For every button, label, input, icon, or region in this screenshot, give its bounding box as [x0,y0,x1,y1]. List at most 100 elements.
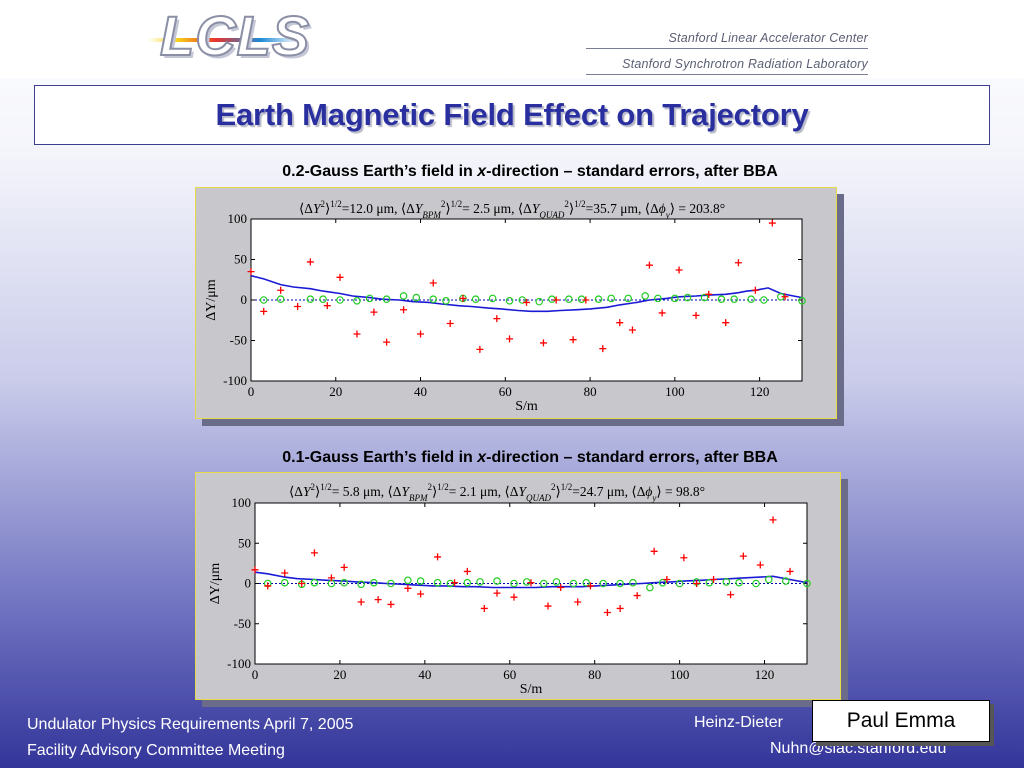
chart-2-xtick-label: 100 [670,667,690,682]
chart-1-xtick-label: 0 [248,384,255,399]
chart-1-quad-point [705,290,713,298]
stats-1-sym-phi: ϕ [659,201,666,216]
chart-1-quad-point [768,219,776,227]
chart-2-bpm-point [404,576,412,585]
stats-1-br4: ⟩ = [670,201,690,216]
chart-2-quad-point [586,582,594,590]
stats-2-pow1: 1/2 [320,482,332,492]
stats-2-pow2: 1/2 [437,482,449,492]
chart-2-quad-point [650,547,658,555]
chart-1-bpm-point [717,295,726,303]
chart-1-bpm-point [412,293,421,302]
chart-1-bpm-point [577,295,586,303]
stats-1-val-quad: 35.7 μm [593,201,638,216]
stats-2-sep1: , ⟨Δ [381,484,402,499]
stats-1-sup-quad: 2 [564,199,569,209]
chart-1-bpm-point [607,294,616,303]
stats-1-val-y: 12.0 μm [349,201,394,216]
chart-2-quad-point [510,593,518,601]
chart-1-bpm-point [624,294,633,303]
chart-1-bpm-point [518,296,527,304]
chart-1-quad-point [539,339,547,347]
chart-1-bpm-point [488,294,497,303]
chart-1-quad-point [247,268,255,276]
chart-2-ylabel: ΔY/μm [208,563,223,605]
chart-1-bpm-point [565,295,573,303]
logo-color-stripe [148,38,298,42]
stats-1-eq3: = [586,201,594,216]
chart-1-heading-post: -direction – standard errors, after BBA [486,163,778,180]
chart-1-quad-point [506,335,514,343]
chart-1-quad-point [658,309,666,317]
chart-2-xtick-label: 80 [588,667,601,682]
stats-1-sup-y: 2 [320,199,325,209]
chart-1-stats: ⟨ΔY2⟩1/2=12.0 μm, ⟨ΔYBPM2⟩1/2= 2.5 μm, ⟨… [299,199,725,220]
chart-2-ytick-label: 100 [232,495,252,510]
chart-1-quad-point [692,311,700,319]
chart-2-quad-point [710,575,718,583]
chart-2-bpm-point [552,578,561,586]
chart-2-stats: ⟨ΔY2⟩1/2= 5.8 μm, ⟨ΔYBPM2⟩1/2= 2.1 μm, ⟨… [289,482,705,503]
chart-1-quad-point [616,319,624,327]
stats-1-sep2: , ⟨Δ [511,201,532,216]
stats-2-br2: ⟩ [432,484,437,499]
chart-1-xtick-label: 80 [584,384,597,399]
chart-2-bpm-point [599,579,607,588]
stats-1-br3: ⟩ [569,201,574,216]
chart-1-bpm-point [760,296,768,304]
chart-2-quad-point [557,584,565,592]
stats-2-sym-phi: ϕ [645,484,652,499]
chart-2-quad-point [251,566,259,574]
chart-2-quad-point [663,575,671,583]
stats-2-sep2: , ⟨Δ [498,484,519,499]
chart-1-quad-point [277,286,285,294]
chart-1-quad-point [370,308,378,316]
chart-2-quad-point [633,592,641,600]
stats-1-sym-quad: Y [532,201,541,216]
chart-1-bpm-point [535,297,544,306]
stats-2-val-bpm: 2.1 μm [460,484,498,499]
chart-2-bpm-point [357,580,365,589]
footer-email: Nuhn@slac.stanford.edu [770,740,947,757]
stats-2-pow3: 1/2 [561,482,573,492]
chart-1-quad-point [751,286,759,294]
chart-2-bpm-point [752,579,760,588]
chart-2-bpm-point [370,578,378,587]
chart-2-ytick-label: -100 [227,656,251,671]
chart-2-quad-point [574,598,582,606]
chart-1-bpm-point [654,294,662,303]
chart-1-plot: ⟨ΔY2⟩1/2=12.0 μm, ⟨ΔYBPM2⟩1/2= 2.5 μm, ⟨… [204,199,806,414]
chart-1-quad-point [446,319,454,327]
chart-2-quad-point [417,590,425,598]
stats-1-sep3: , ⟨Δ [638,201,659,216]
stats-2-eq3: = [572,484,580,499]
chart-2-heading-post: -direction – standard errors, after BBA [486,449,778,466]
stats-1-val-bpm: 2.5 μm [473,201,511,216]
chart-2-quad-point [463,567,471,575]
stats-2-sup-quad: 2 [551,482,556,492]
chart-1-heading-pre: 0.2-Gauss Earth’s field in [282,163,478,180]
chart-2-heading-pre: 0.1-Gauss Earth’s field in [282,449,478,466]
chart-2-quad-point [693,580,701,587]
chart-1-quad-point [429,279,437,287]
chart-2-bpm-point [340,578,348,587]
chart-1-bpm-point [594,295,603,303]
chart-1-bpm-point [259,296,268,304]
chart-2-bpm-point [616,579,624,588]
stats-2-br3: ⟩ [556,484,561,499]
stats-2-br4: ⟩ = [656,484,676,499]
chart-2-bpm-point [781,577,790,585]
chart-1-quad-point [400,306,408,314]
chart-1-quad-point [734,259,742,267]
chart-2-quad-point [727,591,735,599]
chart-2-bpm-point [387,579,395,588]
chart-1-quad-point [523,298,530,306]
stats-1-sep1: , ⟨Δ [394,201,415,216]
chart-2-quad-point [434,553,442,561]
chart-1-bpm-point [730,295,738,303]
chart-2-quad-point [680,554,688,562]
chart-2-quad-point [769,516,777,524]
stats-2-br1: ⟩ [315,484,320,499]
stats-2-lbl-y: ⟨Δ [289,484,303,499]
chart-1-trajectory-line [250,274,803,313]
